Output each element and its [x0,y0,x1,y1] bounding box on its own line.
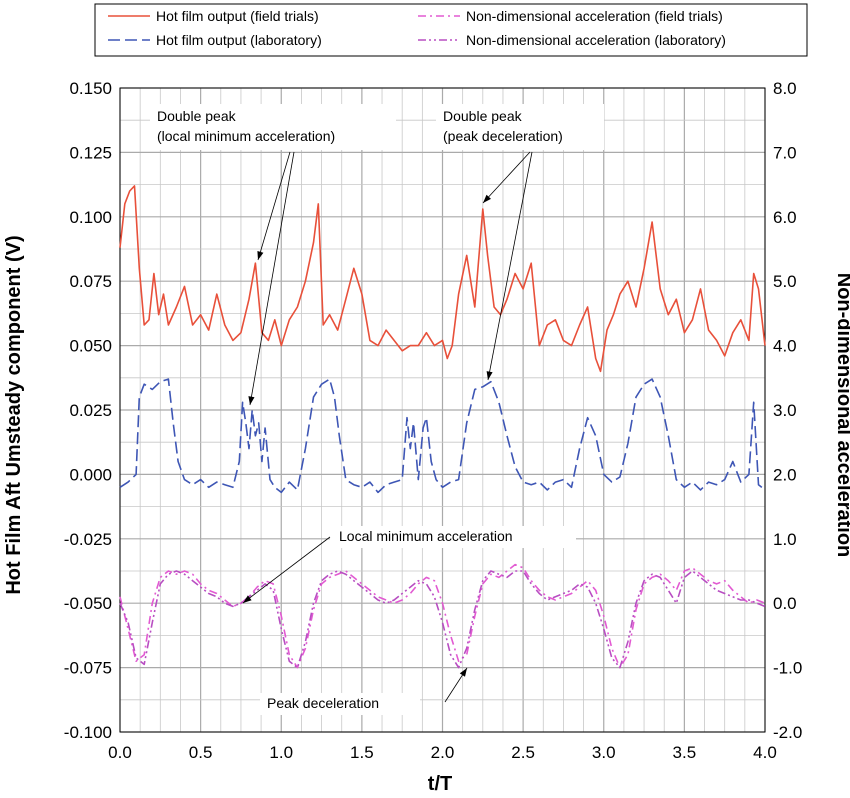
x-tick-label: 2.0 [431,743,455,762]
annotation-box-2 [436,104,604,150]
annotation-arrowhead [459,668,467,677]
y-right-tick-label: 3.0 [773,401,797,420]
y-right-tick-label: 0.0 [773,594,797,613]
annotation-arrowhead [248,396,255,405]
plot-frame [119,87,766,733]
y-left-tick-label: -0.050 [64,594,112,613]
annotation-text-2: Double peak [443,108,523,124]
y-left-axis-label: Hot Film Aft Umsteady component (V) [3,235,25,594]
y-left-tick-label: 0.025 [69,401,112,420]
series-line-3 [119,563,766,669]
y-left-tick-label: 0.000 [69,465,112,484]
x-tick-label: 2.5 [511,743,535,762]
series-line-4 [119,570,766,669]
series-line-1 [119,185,766,373]
series-line-2 [119,378,766,494]
y-left-tick-label: -0.075 [64,659,112,678]
legend-label-3: Non-dimensional acceleration (field tria… [466,8,723,24]
annotation-text-2: (peak deceleration) [443,128,563,144]
y-right-tick-label: 5.0 [773,272,797,291]
y-right-tick-label: -1.0 [773,659,802,678]
annotation-arrowhead [486,371,493,380]
x-tick-label: 3.5 [673,743,697,762]
y-left-tick-label: 0.150 [69,79,112,98]
y-right-tick-label: 7.0 [773,143,797,162]
y-left-tick-label: 0.075 [69,272,112,291]
y-left-tick-label: 0.050 [69,337,112,356]
annotation-pointer-line [242,536,331,604]
legend-label-1: Hot film output (field trials) [156,8,319,24]
annotation-text-4: Peak deceleration [267,695,379,711]
annotation-arrowhead [243,595,252,603]
series-layer [119,185,766,669]
y-left-tick-label: -0.100 [64,723,112,742]
y-right-tick-label: 8.0 [773,79,797,98]
annotation-box-4 [260,693,420,715]
grid [119,87,766,733]
annotation-box-3 [330,526,576,548]
annotation-pointer-line [487,151,533,381]
y-right-tick-label: 4.0 [773,337,797,356]
y-right-axis-label: Non-dimensional acceleration [833,273,850,558]
ticks: 0.0 0.5 1.0 1.5 2.0 2.5 3.0 3.5 4.0 0.150 0.125 0.1… [64,79,803,762]
annotation-text-3: Local minimum acceleration [339,528,513,544]
annotation-arrowhead [483,194,491,203]
legend-box [94,3,808,57]
x-axis-label: t/T [428,773,452,795]
x-tick-label: 3.0 [592,743,616,762]
annotation-text-1: (local minimum acceleration) [157,128,335,144]
annotation-pointer-line [257,151,291,261]
y-right-tick-label: 2.0 [773,465,797,484]
x-tick-label: 1.5 [350,743,374,762]
legend: Hot film output (field trials) Hot film o… [94,3,808,57]
annotations: Double peak (local minimum acceleration) D… [150,104,604,715]
y-left-tick-label: -0.025 [64,530,112,549]
x-tick-label: 1.0 [269,743,293,762]
y-left-tick-label: 0.125 [69,143,112,162]
annotation-arrowhead [257,251,264,260]
x-tick-label: 0.5 [189,743,213,762]
y-right-tick-label: 6.0 [773,208,797,227]
y-right-tick-label: 1.0 [773,530,797,549]
y-right-tick-label: -2.0 [773,723,802,742]
annotation-pointer-line [482,151,531,204]
y-left-tick-label: 0.100 [69,208,112,227]
x-tick-label: 4.0 [753,743,777,762]
legend-label-4: Non-dimensional acceleration (laboratory… [466,32,726,48]
annotation-box-1 [150,104,396,150]
annotation-pointer-line [249,151,295,406]
legend-label-2: Hot film output (laboratory) [156,32,322,48]
annotation-text-1: Double peak [157,108,237,124]
x-tick-label: 0.0 [108,743,132,762]
